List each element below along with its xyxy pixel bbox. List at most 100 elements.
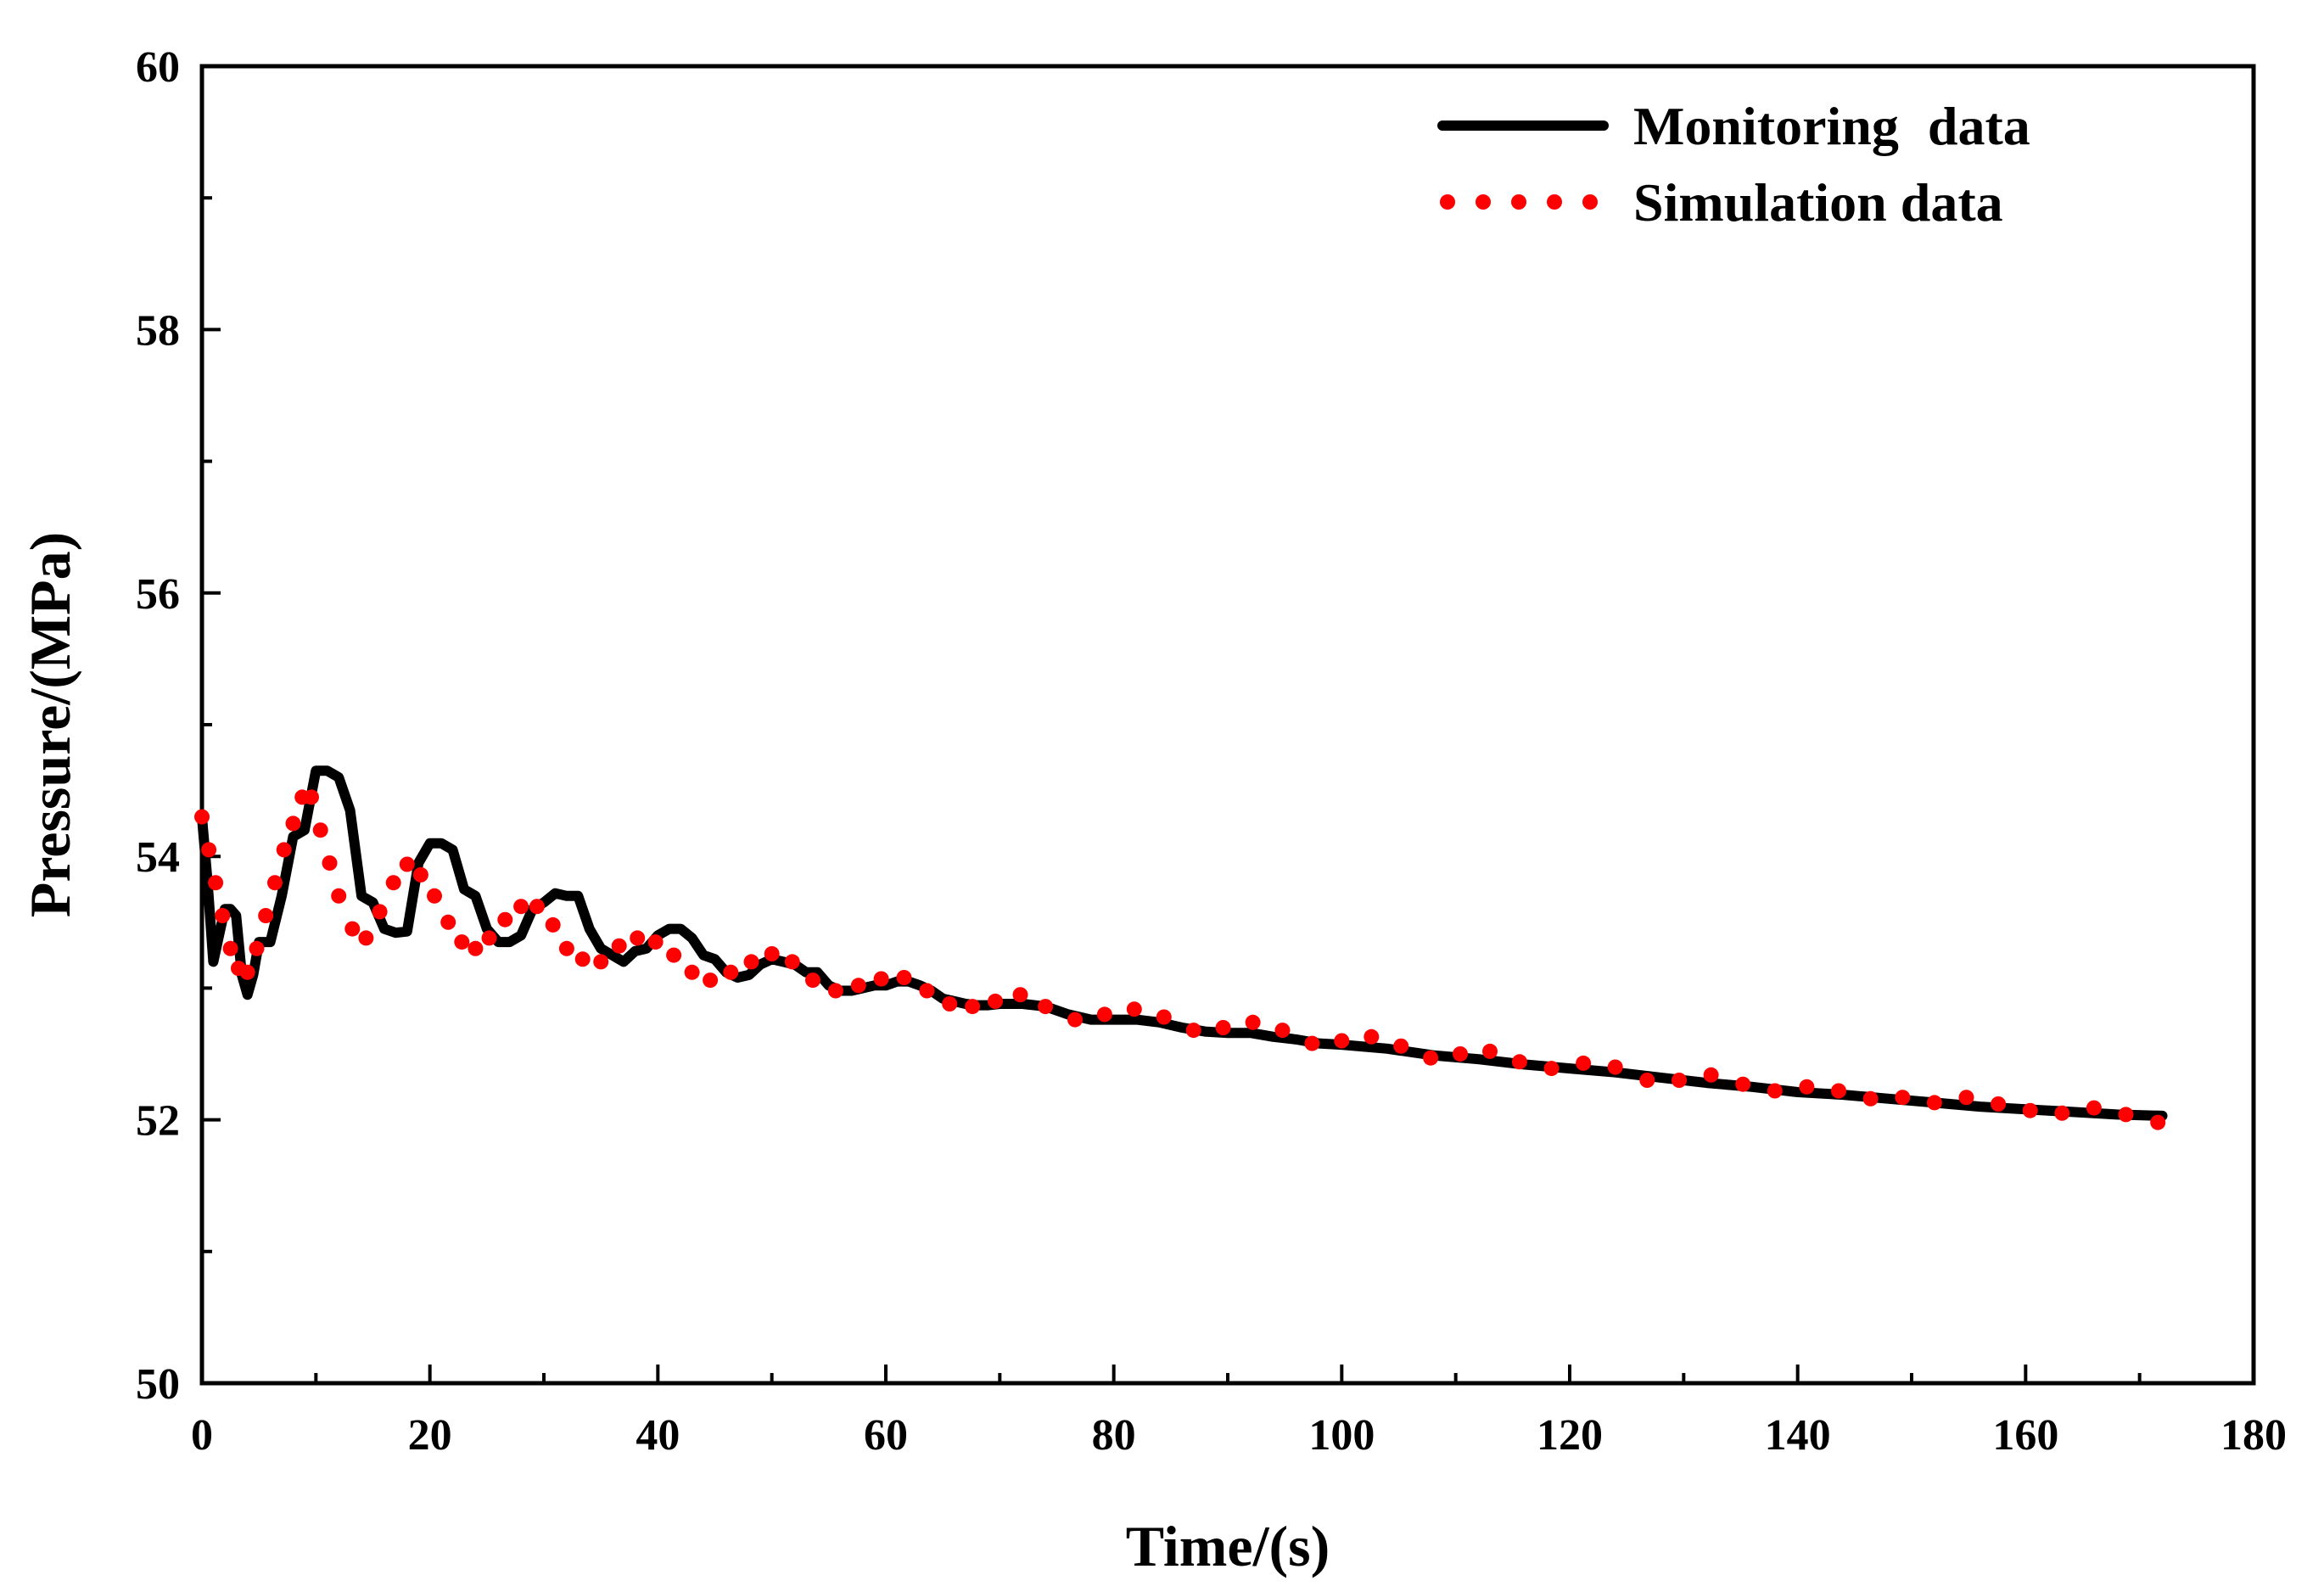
series-simulation-point — [1245, 1014, 1261, 1030]
series-simulation-point — [1926, 1095, 1942, 1111]
series-simulation-point — [276, 842, 292, 858]
series-simulation-point — [1799, 1079, 1815, 1095]
series-simulation-point — [1185, 1023, 1201, 1039]
series-simulation-point — [201, 842, 217, 858]
series-simulation-point — [1639, 1073, 1655, 1088]
series-simulation-point — [1895, 1090, 1911, 1106]
series-simulation-point — [529, 899, 545, 915]
series-simulation-point — [784, 954, 800, 970]
series-simulation-point — [630, 930, 646, 946]
series-simulation-point — [2022, 1102, 2038, 1118]
series-simulation-point — [2054, 1105, 2070, 1121]
series-simulation-point — [965, 999, 981, 1015]
y-tick-label: 60 — [136, 43, 180, 92]
axis-tick-labels: 0 20 40 60 80 100 120 140 160 180 50 52 54 56 58 60 — [136, 43, 2287, 1460]
series-simulation-point — [1334, 1033, 1350, 1049]
series-simulation-point — [358, 930, 374, 946]
series-simulation-point — [2086, 1100, 2102, 1116]
series-simulation-point — [1831, 1083, 1846, 1099]
series-simulation-point — [1453, 1046, 1468, 1062]
series-simulation-point — [1991, 1096, 2007, 1112]
series-simulation-point — [1364, 1028, 1380, 1045]
series-simulation-point — [331, 888, 347, 904]
series-simulation-point — [723, 964, 739, 980]
legend-label-simulation: Simulation data — [1633, 172, 2003, 233]
series-simulation-point — [593, 954, 609, 970]
series-simulation-point — [850, 978, 866, 994]
series-simulation-point — [344, 921, 361, 937]
series-simulation-point — [440, 914, 456, 930]
y-tick-label: 58 — [136, 306, 180, 355]
series-simulation-point — [743, 954, 759, 970]
series-simulation-point — [1958, 1090, 1974, 1106]
series-simulation-point — [2150, 1114, 2166, 1130]
series-simulation-point — [574, 951, 591, 967]
y-tick-label: 56 — [136, 570, 180, 619]
legend-label-monitoring: Monitoring data — [1633, 96, 2030, 156]
series-simulation-point — [558, 940, 574, 956]
series-simulation-point — [873, 971, 889, 987]
x-tick-label: 100 — [1308, 1411, 1375, 1460]
legend: Monitoring data Simulation data — [1437, 96, 2030, 233]
x-tick-label: 160 — [1992, 1411, 2058, 1460]
legend-swatch-simulation — [1440, 194, 1598, 210]
y-tick-label: 52 — [136, 1097, 180, 1146]
x-tick-label: 80 — [1092, 1411, 1136, 1460]
series-simulation-point — [468, 940, 484, 956]
series-simulation-point — [1672, 1073, 1687, 1088]
series-simulation-point — [1393, 1038, 1409, 1054]
axis-ticks — [200, 64, 2255, 1385]
series-simulation-point — [666, 947, 682, 963]
series-simulation-point — [497, 911, 513, 928]
series-simulation-point — [1511, 1054, 1527, 1070]
x-tick-label: 20 — [408, 1411, 452, 1460]
x-tick-label: 0 — [191, 1411, 213, 1460]
series-simulation-point — [703, 972, 719, 989]
series-simulation-point — [919, 983, 935, 999]
series-simulation-point — [1096, 1006, 1112, 1023]
series-simulation-point — [1067, 1012, 1083, 1028]
series-simulation-point — [764, 946, 780, 961]
series-simulation-point — [805, 972, 820, 989]
y-tick-label: 54 — [136, 833, 180, 882]
series-simulation-point — [684, 964, 700, 980]
series-simulation-point — [513, 899, 529, 915]
series-simulation-point — [1482, 1043, 1498, 1059]
x-tick-label: 120 — [1537, 1411, 1603, 1460]
series-simulation-point — [988, 993, 1003, 1009]
series-simulation-point — [896, 970, 912, 985]
y-axis-title: Pressure/(MPa) — [18, 532, 82, 917]
series-simulation-point — [1862, 1090, 1879, 1107]
series-simulation-point — [1012, 987, 1028, 1003]
series-simulation-point — [312, 822, 328, 838]
series-simulation-point — [267, 875, 283, 891]
y-tick-label: 50 — [136, 1360, 180, 1409]
series-simulation-point — [385, 875, 401, 891]
series-simulation-point — [1304, 1035, 1320, 1051]
x-tick-label: 180 — [2220, 1411, 2287, 1460]
series-simulation-point — [208, 875, 224, 891]
series-simulation-point — [222, 940, 238, 956]
series-simulation-point — [545, 916, 561, 933]
series-simulation-point — [1543, 1061, 1560, 1077]
series-simulation-point — [372, 904, 388, 920]
series-simulation-point — [1703, 1067, 1719, 1083]
series-simulation-point — [285, 815, 301, 832]
series-simulation-point — [481, 930, 497, 946]
series-simulation-point — [454, 934, 470, 950]
series-simulation-point — [1576, 1055, 1592, 1071]
series-simulation-point — [1423, 1050, 1439, 1066]
series-simulation-point — [942, 996, 958, 1012]
series-simulation-point — [1274, 1023, 1291, 1039]
x-tick-label: 60 — [864, 1411, 908, 1460]
series-simulation-point — [647, 934, 664, 950]
x-tick-label: 140 — [1765, 1411, 1831, 1460]
series-simulation-point — [1607, 1059, 1623, 1075]
plot-frame — [199, 64, 2256, 1386]
series-monitoring-line — [197, 765, 2168, 1121]
series-simulation-point — [1735, 1076, 1751, 1092]
series-simulation-point — [249, 940, 265, 956]
series-simulation-point — [258, 908, 274, 923]
series-simulation-point — [304, 789, 319, 805]
